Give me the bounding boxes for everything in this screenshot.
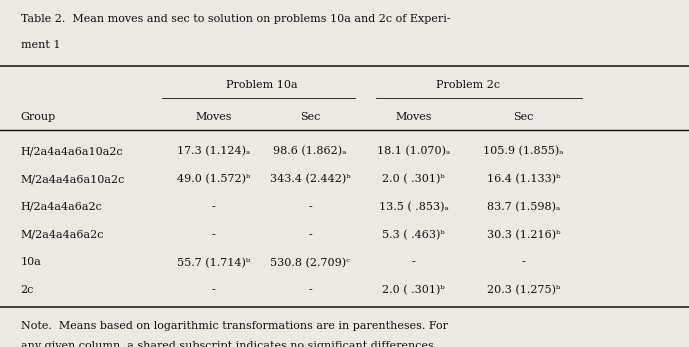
Text: Problem 2c: Problem 2c: [436, 80, 501, 90]
Text: M/2a4a4a6a2c: M/2a4a4a6a2c: [21, 230, 104, 240]
Text: 18.1 (1.070)ₐ: 18.1 (1.070)ₐ: [377, 146, 450, 157]
Text: 530.8 (2.709)ᶜ: 530.8 (2.709)ᶜ: [270, 257, 350, 268]
Text: 5.3 ( .463)ᵇ: 5.3 ( .463)ᵇ: [382, 230, 445, 240]
Text: -: -: [308, 202, 312, 212]
Text: 343.4 (2.442)ᵇ: 343.4 (2.442)ᵇ: [269, 174, 351, 185]
Text: Moves: Moves: [196, 112, 232, 122]
Text: 10a: 10a: [21, 257, 41, 268]
Text: ment 1: ment 1: [21, 40, 60, 50]
Text: 13.5 ( .853)ₐ: 13.5 ( .853)ₐ: [378, 202, 449, 212]
Text: 20.3 (1.275)ᵇ: 20.3 (1.275)ᵇ: [487, 285, 560, 296]
Text: Note.  Means based on logarithmic transformations are in parentheses. For: Note. Means based on logarithmic transfo…: [21, 321, 448, 331]
Text: 30.3 (1.216)ᵇ: 30.3 (1.216)ᵇ: [487, 230, 560, 240]
Text: H/2a4a4a6a2c: H/2a4a4a6a2c: [21, 202, 103, 212]
Text: Sec: Sec: [513, 112, 534, 122]
Text: 16.4 (1.133)ᵇ: 16.4 (1.133)ᵇ: [487, 174, 560, 185]
Text: M/2a4a4a6a10a2c: M/2a4a4a6a10a2c: [21, 174, 125, 184]
Text: Sec: Sec: [300, 112, 320, 122]
Text: 2.0 ( .301)ᵇ: 2.0 ( .301)ᵇ: [382, 174, 445, 185]
Text: 17.3 (1.124)ₐ: 17.3 (1.124)ₐ: [177, 146, 250, 157]
Text: -: -: [212, 202, 216, 212]
Text: -: -: [308, 285, 312, 295]
Text: 49.0 (1.572)ᵇ: 49.0 (1.572)ᵇ: [177, 174, 250, 185]
Text: -: -: [522, 257, 526, 268]
Text: Table 2.  Mean moves and sec to solution on problems 10a and 2c of Experi-: Table 2. Mean moves and sec to solution …: [21, 14, 451, 24]
Text: 55.7 (1.714)ᵇ: 55.7 (1.714)ᵇ: [177, 257, 250, 268]
Text: -: -: [411, 257, 415, 268]
Text: H/2a4a4a6a10a2c: H/2a4a4a6a10a2c: [21, 146, 123, 156]
Text: -: -: [212, 230, 216, 240]
Text: Group: Group: [21, 112, 56, 122]
Text: Problem 10a: Problem 10a: [226, 80, 298, 90]
Text: 98.6 (1.862)ₐ: 98.6 (1.862)ₐ: [274, 146, 347, 157]
Text: Moves: Moves: [395, 112, 431, 122]
Text: any given column, a shared subscript indicates no significant differences: any given column, a shared subscript ind…: [21, 341, 433, 347]
Text: -: -: [212, 285, 216, 295]
Text: -: -: [308, 230, 312, 240]
Text: 2c: 2c: [21, 285, 34, 295]
Text: 2.0 ( .301)ᵇ: 2.0 ( .301)ᵇ: [382, 285, 445, 296]
Text: 83.7 (1.598)ₐ: 83.7 (1.598)ₐ: [487, 202, 560, 212]
Text: 105.9 (1.855)ₐ: 105.9 (1.855)ₐ: [484, 146, 564, 157]
